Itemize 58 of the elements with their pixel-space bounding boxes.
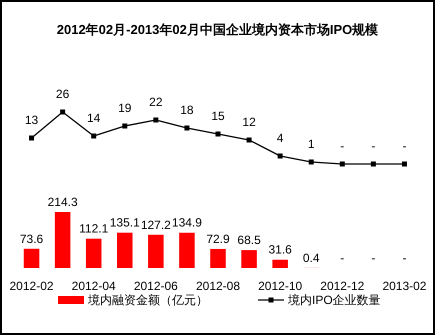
data-label: -	[402, 139, 406, 153]
point	[91, 134, 96, 138]
bar	[117, 232, 133, 268]
data-label: 19	[118, 101, 132, 115]
data-label: 134.9	[172, 216, 202, 230]
bar	[148, 234, 164, 268]
bar	[24, 248, 40, 268]
data-label: -	[402, 251, 406, 265]
point	[122, 124, 128, 128]
data-label: 4	[276, 131, 284, 145]
data-label: 214.3	[48, 195, 78, 209]
x-tick-label: 2012-04	[72, 279, 116, 293]
data-label: 12	[242, 115, 256, 129]
x-tick-label: 2012-08	[196, 279, 240, 293]
legend-label: 境内融资金额（亿元）	[87, 293, 208, 307]
data-label: 13	[24, 113, 39, 127]
point	[370, 162, 376, 166]
x-tick-label: 2012-06	[134, 279, 178, 293]
point	[184, 126, 190, 130]
data-label: -	[340, 139, 344, 153]
point	[60, 110, 66, 114]
point	[153, 118, 158, 122]
point	[340, 162, 345, 166]
data-label: 127.2	[140, 218, 172, 232]
data-label: 73.6	[20, 232, 44, 246]
data-label: 18	[180, 103, 194, 117]
point	[308, 160, 314, 164]
data-label: 26	[56, 87, 70, 101]
bar	[241, 250, 257, 268]
x-tick-label: 2012-12	[320, 279, 365, 293]
bar	[272, 260, 288, 268]
point	[278, 154, 283, 158]
data-label: 112.1	[79, 222, 109, 236]
data-label: 0.4	[302, 250, 320, 265]
x-tick-label: 2013-02	[382, 279, 427, 293]
bar	[86, 238, 102, 268]
point	[216, 132, 220, 136]
data-label: -	[340, 251, 344, 265]
data-label: 31.6	[268, 242, 292, 257]
data-label: 14	[87, 111, 101, 125]
point	[29, 136, 34, 140]
chart-title: 2012年02月-2013年02月中国企业境内资本市场IPO规模	[56, 22, 378, 37]
x-tick-label: 2012-10	[258, 279, 302, 293]
x-tick-label: 2012-02	[10, 279, 54, 293]
data-label: 72.9	[206, 232, 230, 246]
data-label: 15	[211, 109, 225, 123]
bar	[210, 248, 226, 268]
point	[246, 138, 252, 142]
point	[402, 162, 407, 166]
bar	[179, 232, 195, 268]
data-label: 68.5	[237, 233, 262, 248]
data-label: -	[371, 251, 376, 265]
data-label: 22	[149, 95, 163, 109]
bar	[54, 212, 70, 268]
data-label: 135.1	[110, 216, 140, 230]
data-label: 1	[308, 137, 315, 151]
data-label: -	[371, 139, 376, 153]
legend-label: 境内IPO企业数量	[287, 293, 381, 307]
